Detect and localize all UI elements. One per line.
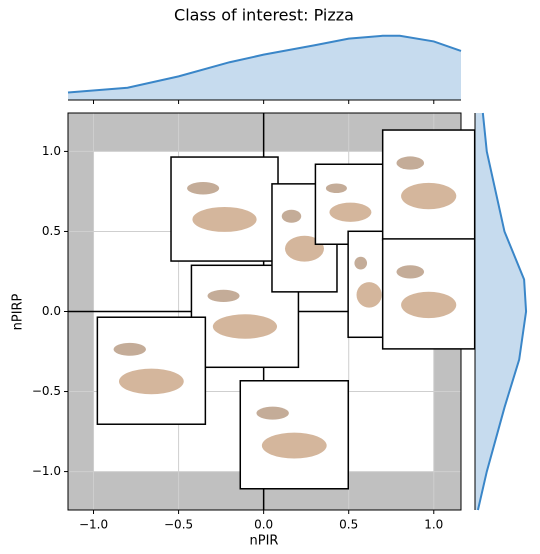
thumbnail-content (261, 432, 327, 459)
x-tick-label: 1.0 (424, 518, 443, 532)
top-kde-area (68, 35, 461, 100)
thumbnail-content (356, 282, 382, 308)
image-point (239, 380, 350, 490)
x-tick-label: 0.5 (339, 518, 358, 532)
image-point (381, 238, 476, 350)
thumbnail-content (192, 206, 257, 232)
thumbnail-content (187, 182, 220, 195)
y-axis-label: nPIRP (11, 293, 26, 330)
x-tick-label: −0.5 (164, 518, 193, 532)
thumbnail-content (113, 342, 146, 356)
thumbnail-content (396, 156, 425, 170)
y-tick-label: 0.0 (42, 304, 61, 318)
x-tick-label: 0.0 (254, 518, 273, 532)
y-tick-label: 1.0 (42, 144, 61, 158)
image-point (271, 183, 338, 293)
thumbnail-content (401, 182, 457, 210)
image-point (96, 316, 207, 425)
right-kde-area (475, 113, 527, 510)
y-tick-label: 0.5 (42, 224, 61, 238)
thumbnail-content (207, 289, 240, 303)
image-point (170, 156, 279, 262)
thumbnail-content (281, 209, 302, 223)
thumbnail-content (118, 368, 184, 395)
x-tick-label: −1.0 (79, 518, 108, 532)
thumbnail-content (284, 235, 324, 262)
thumbnail-content (212, 314, 278, 339)
thumbnail-content (354, 256, 368, 270)
x-axis-label: nPIR (250, 534, 279, 549)
chart-title: Class of interest: Pizza (174, 6, 354, 25)
thumbnail-content (256, 406, 289, 420)
y-tick-label: −0.5 (32, 384, 61, 398)
thumbnail-content (396, 265, 425, 279)
thumbnail-content (401, 291, 457, 319)
thumbnail-content (325, 183, 347, 194)
image-point (381, 129, 476, 241)
y-tick-label: −1.0 (32, 464, 61, 478)
right-kde-line (476, 112, 528, 511)
top-kde-line (67, 34, 462, 94)
thumbnail-content (329, 202, 372, 222)
